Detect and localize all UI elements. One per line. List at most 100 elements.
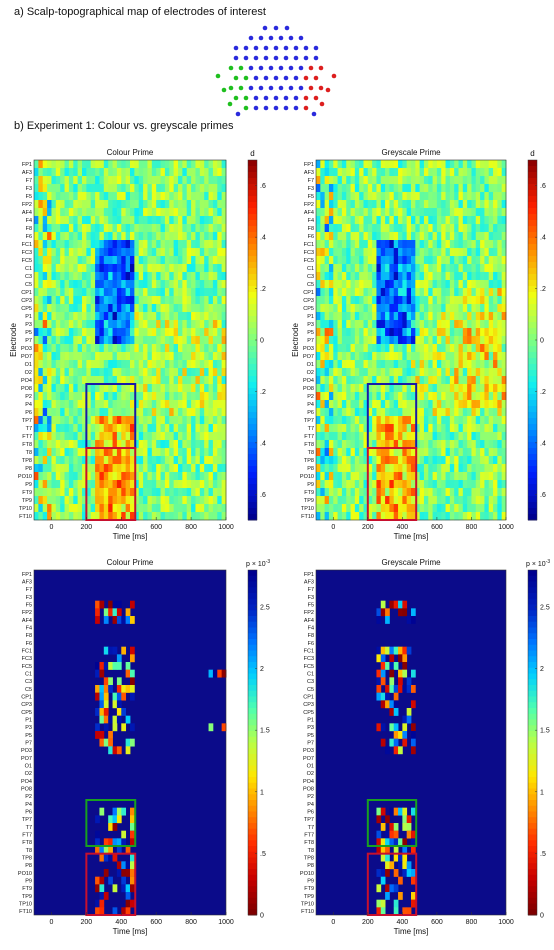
heatmap-cell <box>415 360 421 369</box>
heatmap-cell <box>151 312 157 321</box>
heatmap-cell <box>488 192 494 201</box>
heatmap-cell <box>86 272 92 281</box>
heatmap-cell <box>359 240 364 249</box>
electrode-label: FC1 <box>22 648 32 654</box>
heatmap-cell <box>475 264 481 273</box>
heatmap-cell <box>320 488 326 497</box>
heatmap-cell <box>173 512 179 521</box>
heatmap-cell <box>156 312 161 321</box>
heatmap-cell <box>363 248 369 257</box>
heatmap-cell <box>86 448 92 457</box>
electrode-label: C3 <box>25 274 32 280</box>
electrode-label: P5 <box>25 330 32 336</box>
heatmap-cell <box>38 344 44 353</box>
heatmap-cell <box>389 416 395 425</box>
heatmap-cell <box>419 352 425 361</box>
heatmap-cell <box>415 272 421 281</box>
heatmap-cell <box>86 224 92 233</box>
heatmap-cell <box>441 496 446 505</box>
heatmap-cell <box>488 368 494 377</box>
heatmap-cell <box>112 352 118 361</box>
heatmap-cell <box>221 320 227 329</box>
heatmap-cell <box>367 472 373 481</box>
heatmap-cell <box>432 344 438 353</box>
heatmap-cell <box>55 280 61 289</box>
heatmap-cell <box>372 296 377 305</box>
electrode-dot <box>227 101 233 107</box>
heatmap-cell <box>169 432 175 441</box>
heatmap-cell <box>134 464 140 473</box>
heatmap-cell <box>380 738 386 747</box>
heatmap-cell <box>99 669 105 678</box>
heatmap-cell <box>68 240 74 249</box>
heatmap-cell <box>380 376 386 385</box>
heatmap-cell <box>55 504 61 513</box>
heatmap-cell <box>34 352 39 361</box>
colorbar-segment <box>528 662 537 669</box>
electrode-dot <box>293 105 299 111</box>
electrode-dot <box>283 45 289 51</box>
heatmap-cell <box>497 464 503 473</box>
heatmap-cell <box>182 336 188 345</box>
heatmap-cell <box>68 312 74 321</box>
heatmap-cell <box>103 496 109 505</box>
heatmap-cell <box>208 496 214 505</box>
heatmap-cell <box>462 272 468 281</box>
heatmap-cell <box>112 823 118 831</box>
heatmap-cell <box>34 336 39 345</box>
heatmap-cell <box>436 232 442 241</box>
heatmap-cell <box>458 256 464 265</box>
heatmap-cell <box>86 184 92 193</box>
heatmap-cell <box>333 496 338 505</box>
heatmap-cell <box>156 248 161 257</box>
heatmap-cell <box>60 200 65 209</box>
heatmap-cell <box>208 376 214 385</box>
heatmap-cell <box>324 264 330 273</box>
electrode-dot <box>263 45 269 51</box>
heatmap-cell <box>47 480 52 489</box>
electrode-label: C3 <box>307 274 314 280</box>
heatmap-cell <box>501 224 507 233</box>
electrode-dot <box>228 65 234 71</box>
heatmap-cell <box>415 216 421 225</box>
heatmap-cell <box>480 296 485 305</box>
heatmap-cell <box>497 224 503 233</box>
colorbar-segment <box>248 370 257 377</box>
electrode-dot <box>215 73 221 79</box>
heatmap-cell <box>125 488 131 497</box>
colorbar-segment <box>248 178 257 185</box>
heatmap-cell <box>354 400 360 409</box>
heatmap-cell <box>445 384 451 393</box>
heatmap-cell <box>64 368 70 377</box>
heatmap-cell <box>324 312 330 321</box>
heatmap-cell <box>316 304 321 313</box>
heatmap-cell <box>376 432 382 441</box>
heatmap-cell <box>320 320 326 329</box>
heatmap-cell <box>488 384 494 393</box>
heatmap-cell <box>108 344 113 353</box>
heatmap-cell <box>138 208 144 217</box>
heatmap-cell <box>55 264 61 273</box>
heatmap-cell <box>77 224 83 233</box>
heatmap-cell <box>138 312 144 321</box>
heatmap-cell <box>38 160 44 169</box>
heatmap-cell <box>156 304 161 313</box>
heatmap-cell <box>389 216 395 225</box>
heatmap-cell <box>428 336 433 345</box>
electrode-label: P2 <box>307 394 314 400</box>
heatmap-cell <box>147 424 153 433</box>
heatmap-cell <box>346 496 351 505</box>
heatmap-cell <box>156 440 161 449</box>
heatmap-cell <box>86 384 92 393</box>
heatmap-cell <box>134 440 140 449</box>
heatmap-cell <box>143 328 148 337</box>
heatmap-cell <box>160 400 166 409</box>
heatmap-cell <box>73 504 79 513</box>
heatmap-cell <box>376 464 382 473</box>
heatmap-cell <box>428 176 433 185</box>
heatmap-cell <box>108 464 113 473</box>
heatmap-cell <box>116 746 122 755</box>
heatmap-cell <box>316 288 321 297</box>
heatmap-cell <box>411 432 416 441</box>
heatmap-cell <box>458 312 464 321</box>
